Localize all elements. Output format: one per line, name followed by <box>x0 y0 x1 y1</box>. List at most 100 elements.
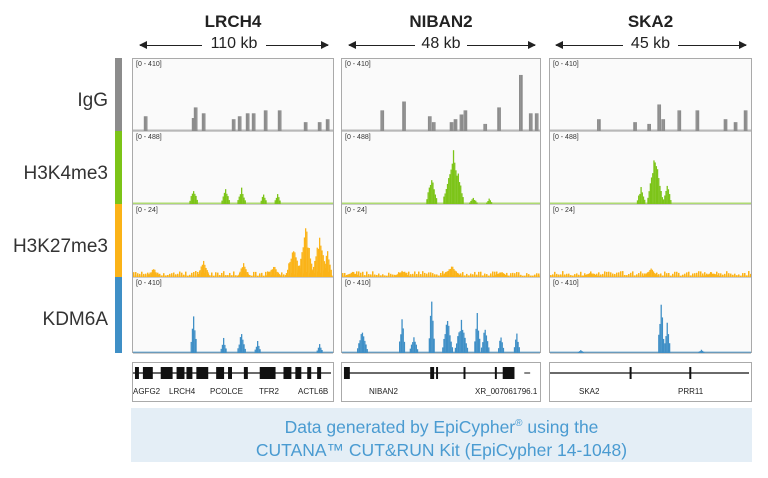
coverage-peak <box>331 270 332 277</box>
coverage-peak <box>431 180 432 204</box>
coverage-bar <box>750 274 751 277</box>
coverage-bar <box>514 273 516 277</box>
coverage-bar <box>223 271 225 277</box>
coverage-peak <box>158 274 159 277</box>
coverage-bar <box>628 274 630 277</box>
coverage-peak <box>446 272 447 277</box>
coverage-peak <box>482 342 483 353</box>
coverage-peak <box>587 274 588 277</box>
coverage-peak <box>278 110 279 131</box>
coverage-peak <box>428 192 429 204</box>
track-igg: [0 - 410] <box>550 59 751 132</box>
gene-label: LRCH4 <box>169 387 195 396</box>
coverage-bar <box>696 273 698 277</box>
credit-line-1: Data generated by EpiCypher® using the <box>131 412 752 439</box>
coverage-peak <box>442 347 443 353</box>
coverage-bar <box>536 273 538 277</box>
coverage-peak <box>243 198 244 204</box>
coverage-bar <box>694 273 696 277</box>
coverage-bar <box>173 273 175 277</box>
coverage-peak <box>454 119 455 131</box>
coverage-peak <box>449 335 450 353</box>
coverage-peak <box>455 348 456 353</box>
coverage-peak <box>704 275 705 277</box>
coverage-peak <box>498 273 499 277</box>
coverage-peak <box>662 197 663 204</box>
coverage-peak <box>445 334 446 353</box>
coverage-peak <box>436 198 437 204</box>
coverage-bar <box>211 273 213 277</box>
coverage-plot <box>133 145 333 204</box>
coverage-peak <box>450 269 451 277</box>
track-range: [0 - 488] <box>136 134 162 141</box>
gene-model <box>133 365 331 385</box>
coverage-peak <box>309 248 310 277</box>
coverage-peak <box>320 348 321 353</box>
coverage-bar <box>215 272 217 277</box>
coverage-bar <box>538 273 540 277</box>
coverage-peak <box>204 265 205 277</box>
coverage-peak <box>530 113 531 131</box>
coverage-peak <box>291 259 292 277</box>
coverage-peak <box>661 119 662 131</box>
coverage-bar <box>472 274 474 277</box>
coverage-peak <box>638 196 639 204</box>
coverage-peak <box>359 340 360 353</box>
coverage-peak <box>665 336 666 353</box>
coverage-peak <box>578 352 579 353</box>
coverage-bar <box>231 275 233 277</box>
coverage-peak <box>502 342 503 353</box>
track-igg: [0 - 410] <box>342 59 540 132</box>
coverage-peak <box>238 275 239 277</box>
coverage-peak <box>599 276 600 277</box>
locus-size-lrch4: 110 kb <box>202 35 266 53</box>
coverage-peak <box>467 348 468 353</box>
coverage-bar <box>227 275 229 277</box>
coverage-peak <box>506 275 507 277</box>
coverage-peak <box>203 113 204 131</box>
coverage-bar <box>676 272 678 277</box>
coverage-bar <box>145 274 147 277</box>
track-range: [0 - 488] <box>553 134 579 141</box>
coverage-plot <box>133 72 333 131</box>
track-kdm6a: [0 - 410] <box>342 278 540 354</box>
coverage-bar <box>257 276 259 277</box>
locus-size-niban2: 48 kb <box>415 35 467 53</box>
coverage-peak <box>448 178 449 204</box>
scale-arrow-right <box>467 45 535 46</box>
coverage-peak <box>345 276 346 277</box>
coverage-peak <box>264 110 265 131</box>
coverage-peak <box>700 351 701 353</box>
coverage-peak <box>452 267 453 277</box>
coverage-peak <box>194 107 195 131</box>
exon <box>283 367 291 379</box>
coverage-peak <box>464 110 465 131</box>
coverage-bar <box>570 275 572 277</box>
coverage-bar <box>484 274 486 277</box>
coverage-bar <box>470 274 472 277</box>
coverage-peak <box>702 351 703 353</box>
coverage-peak <box>649 191 650 204</box>
coverage-peak <box>274 267 275 277</box>
coverage-bar <box>183 275 185 277</box>
coverage-peak <box>346 275 347 277</box>
coverage-peak <box>243 263 244 277</box>
coverage-peak <box>724 119 725 131</box>
exon <box>196 367 208 379</box>
track-color-kdm6a <box>115 277 122 353</box>
coverage-peak <box>239 345 240 353</box>
scale-arrow-right <box>678 45 746 46</box>
coverage-peak <box>240 337 241 353</box>
coverage-bar <box>133 272 135 277</box>
coverage-bar <box>478 272 480 277</box>
coverage-peak <box>356 274 357 277</box>
coverage-peak <box>358 343 359 353</box>
coverage-bar <box>171 273 173 277</box>
coverage-peak <box>264 198 265 204</box>
exon <box>186 367 192 379</box>
coverage-peak <box>679 110 680 131</box>
coverage-peak <box>195 339 196 353</box>
coverage-peak <box>312 271 313 277</box>
coverage-bar <box>436 274 438 277</box>
coverage-peak <box>226 194 227 204</box>
